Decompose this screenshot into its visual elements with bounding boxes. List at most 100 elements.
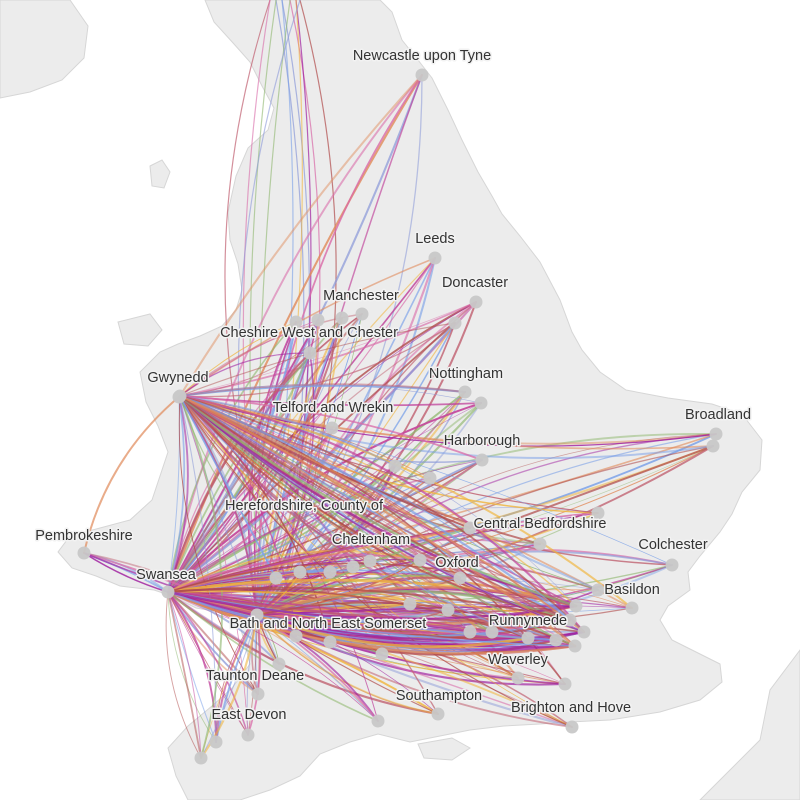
location-node[interactable] <box>371 714 385 728</box>
location-node[interactable] <box>577 625 591 639</box>
location-node[interactable] <box>441 603 455 617</box>
place-label-telford-and-wrekin: Telford and Wrekin <box>273 400 394 416</box>
location-node[interactable] <box>463 521 477 535</box>
flow-line <box>247 614 258 736</box>
location-node[interactable] <box>568 639 582 653</box>
location-node[interactable] <box>448 316 462 330</box>
location-node[interactable] <box>415 68 429 82</box>
location-node[interactable] <box>363 554 377 568</box>
location-node[interactable] <box>463 625 477 639</box>
location-node[interactable] <box>558 677 572 691</box>
location-node[interactable] <box>311 313 325 327</box>
place-label-pembrokeshire: Pembrokeshire <box>35 528 133 544</box>
location-node[interactable] <box>272 657 286 671</box>
flow-line <box>178 394 577 648</box>
location-node[interactable] <box>431 707 445 721</box>
place-label-halo: Cheshire West and Chester <box>220 325 398 341</box>
location-node[interactable] <box>403 597 417 611</box>
location-node[interactable] <box>355 307 369 321</box>
flow-line <box>167 591 202 759</box>
flow-line <box>165 591 202 759</box>
place-label-broadland: Broadland <box>685 407 751 423</box>
flow-line <box>179 395 585 633</box>
location-node[interactable] <box>453 571 467 585</box>
location-node[interactable] <box>269 571 283 585</box>
location-node[interactable] <box>77 546 91 560</box>
location-node[interactable] <box>591 583 605 597</box>
location-node[interactable] <box>413 553 427 567</box>
location-node[interactable] <box>511 671 525 685</box>
flow-line <box>167 321 297 593</box>
location-node[interactable] <box>241 728 255 742</box>
location-node[interactable] <box>549 633 563 647</box>
place-label-halo: Central Bedfordshire <box>474 516 607 532</box>
location-node[interactable] <box>209 735 223 749</box>
flow-line <box>167 74 423 593</box>
flow-line <box>167 591 217 743</box>
flow-line <box>255 613 530 649</box>
location-node[interactable] <box>194 751 208 765</box>
place-label-halo: East Devon <box>212 707 287 723</box>
place-label-halo: Swansea <box>136 567 197 583</box>
location-node[interactable] <box>709 427 723 441</box>
place-label-east-devon: East Devon <box>212 707 287 723</box>
flow-line <box>256 614 571 635</box>
flow-line <box>83 395 181 554</box>
location-node[interactable] <box>569 599 583 613</box>
location-node[interactable] <box>521 631 535 645</box>
location-node[interactable] <box>303 346 317 360</box>
place-label-halo: Nottingham <box>429 366 503 382</box>
continent-corner <box>699 649 800 800</box>
location-node[interactable] <box>251 687 265 701</box>
flow-line <box>179 383 466 397</box>
location-node[interactable] <box>475 453 489 467</box>
flow-line <box>167 591 249 736</box>
location-node[interactable] <box>591 506 605 520</box>
location-node[interactable] <box>533 537 547 551</box>
flow-line <box>256 614 379 722</box>
location-node[interactable] <box>335 311 349 325</box>
place-label-oxford: Oxford <box>435 555 479 571</box>
location-node[interactable] <box>173 389 187 403</box>
location-node[interactable] <box>474 396 488 410</box>
place-label-halo: Basildon <box>604 582 660 598</box>
flow-line <box>167 352 311 593</box>
location-node[interactable] <box>323 635 337 649</box>
location-node[interactable] <box>428 251 442 265</box>
place-label-halo: Newcastle upon Tyne <box>353 48 491 64</box>
location-node[interactable] <box>469 295 483 309</box>
flow-line <box>166 590 572 622</box>
location-node[interactable] <box>375 647 389 661</box>
flow-line <box>179 301 477 397</box>
location-node[interactable] <box>325 421 339 435</box>
location-node[interactable] <box>706 439 720 453</box>
place-label-colchester: Colchester <box>638 537 707 553</box>
flow-line <box>167 459 483 593</box>
location-node[interactable] <box>565 720 579 734</box>
location-node[interactable] <box>289 629 303 643</box>
place-label-leeds: Leeds <box>415 231 455 247</box>
anglesey <box>117 313 163 347</box>
location-node[interactable] <box>293 565 307 579</box>
flow-line <box>167 591 519 679</box>
location-node[interactable] <box>485 625 499 639</box>
location-node[interactable] <box>665 558 679 572</box>
flow-line <box>166 320 298 594</box>
location-node[interactable] <box>423 471 437 485</box>
location-node[interactable] <box>250 608 264 622</box>
location-node[interactable] <box>289 315 303 329</box>
location-node[interactable] <box>346 560 360 574</box>
flow-line <box>167 591 249 736</box>
place-label-cheltenham: Cheltenham <box>332 532 410 548</box>
flow-line <box>179 395 577 607</box>
location-node[interactable] <box>458 385 472 399</box>
location-node[interactable] <box>388 459 402 473</box>
location-node[interactable] <box>625 601 639 615</box>
location-node[interactable] <box>323 565 337 579</box>
location-node[interactable] <box>563 613 577 627</box>
flow-line <box>167 465 396 593</box>
flow-line <box>179 395 571 621</box>
location-node[interactable] <box>161 585 175 599</box>
flow-line <box>256 614 576 647</box>
place-label-halo: Leeds <box>415 231 455 247</box>
